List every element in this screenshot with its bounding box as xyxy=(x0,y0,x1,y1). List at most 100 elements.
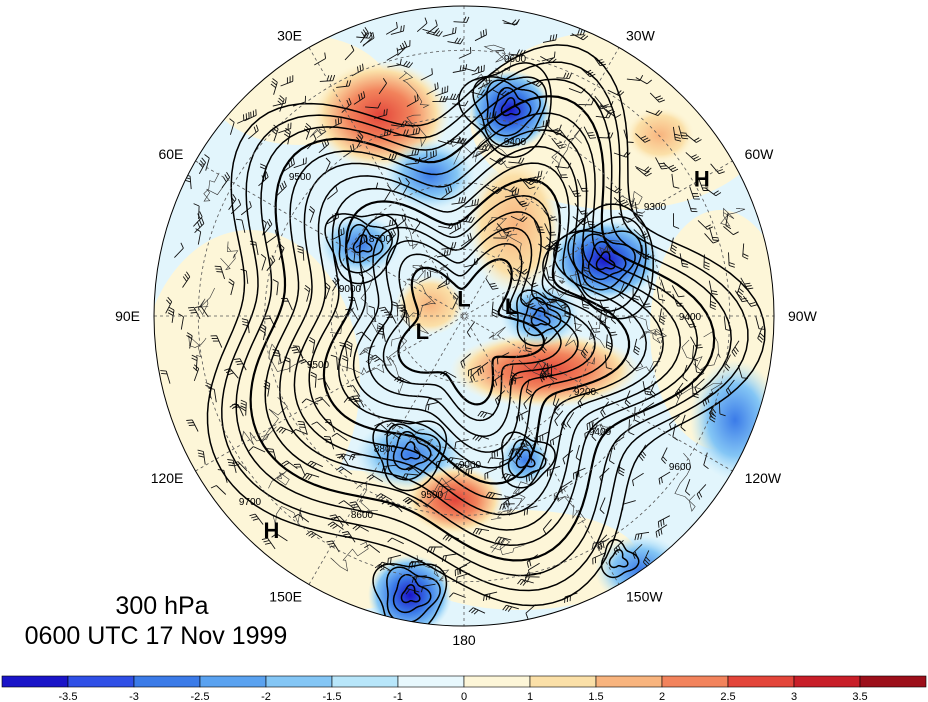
wind-barb xyxy=(587,320,601,333)
colorbar-tick-label: 2.5 xyxy=(720,691,735,702)
wind-barb xyxy=(386,228,397,245)
wind-barb xyxy=(757,326,765,343)
colorbar-tick-label: -1.5 xyxy=(323,691,342,702)
coastline xyxy=(416,555,450,582)
wind-barb xyxy=(723,226,739,236)
wind-barb xyxy=(297,420,308,435)
wind-barb xyxy=(502,604,519,612)
wind-barb xyxy=(618,459,625,477)
wind-barb xyxy=(349,501,363,514)
height-contour xyxy=(600,538,640,579)
wind-barb xyxy=(709,401,717,419)
colorbar-tick-label: -3 xyxy=(129,691,139,702)
wind-barb xyxy=(523,576,540,583)
wind-barb xyxy=(424,401,440,411)
height-contour xyxy=(553,216,647,312)
wind-barb xyxy=(249,513,264,525)
wind-barb xyxy=(685,134,702,143)
wind-barb xyxy=(397,40,411,51)
wind-barb xyxy=(424,149,437,162)
height-contour xyxy=(338,216,393,274)
wind-barb xyxy=(551,138,566,149)
wind-barb xyxy=(533,219,545,233)
coastline xyxy=(309,124,327,139)
wind-barb xyxy=(672,126,682,142)
wind-barb xyxy=(422,27,440,34)
colorbar-tick-label: -2 xyxy=(261,691,271,702)
colorbar-swatch xyxy=(265,675,333,688)
coastline xyxy=(260,397,288,443)
contour-label: 9200 xyxy=(574,387,597,398)
wind-barb xyxy=(248,446,266,453)
wind-barb xyxy=(426,19,438,34)
height-contour xyxy=(392,430,432,471)
wind-barb xyxy=(485,277,499,290)
coastline xyxy=(569,270,591,287)
wind-barb xyxy=(523,393,533,410)
height-contour xyxy=(501,431,556,489)
wind-barb xyxy=(477,410,495,418)
wind-barb xyxy=(186,419,199,432)
wind-barb xyxy=(704,233,719,244)
longitude-label: 60E xyxy=(158,146,183,162)
wind-barb xyxy=(214,265,226,280)
coastline xyxy=(720,207,746,227)
wind-barb xyxy=(174,242,184,258)
wind-barb xyxy=(645,109,663,117)
wind-barb xyxy=(236,218,246,233)
wind-barb xyxy=(709,406,717,423)
height-contour xyxy=(595,251,616,271)
colorbar-swatch xyxy=(727,675,795,688)
parallel-line xyxy=(264,116,664,516)
wind-barb xyxy=(290,346,304,359)
height-contour xyxy=(221,61,749,592)
wind-barb xyxy=(512,194,527,206)
wind-barb xyxy=(556,72,573,79)
wind-barbs xyxy=(160,16,766,619)
parallel-line xyxy=(397,249,531,383)
colorbar-swatch xyxy=(397,675,465,688)
colorbar-swatch xyxy=(793,675,861,688)
wind-barb xyxy=(702,392,714,407)
wind-barb xyxy=(365,102,382,109)
wind-barb xyxy=(356,32,373,39)
coastline xyxy=(188,335,207,358)
height-contour xyxy=(249,95,716,562)
contour-label: 9000 xyxy=(459,460,482,471)
contour-label: 9500 xyxy=(307,360,330,371)
wind-barb xyxy=(487,457,504,464)
wind-barb xyxy=(333,515,349,526)
wind-barb xyxy=(520,434,531,450)
wind-barb xyxy=(571,33,589,41)
wind-barb xyxy=(539,367,550,383)
wind-barb xyxy=(657,515,671,528)
wind-barb xyxy=(508,376,524,386)
wind-barb xyxy=(210,335,223,348)
wind-barb xyxy=(270,78,278,95)
wind-barb xyxy=(725,212,732,230)
wind-barb xyxy=(451,196,467,205)
coastline xyxy=(404,114,428,148)
wind-barb xyxy=(448,592,466,598)
wind-barb xyxy=(523,277,539,288)
longitude-label: 150E xyxy=(269,589,302,605)
wind-barb xyxy=(573,467,586,480)
wind-barb xyxy=(305,530,323,539)
wind-barb xyxy=(491,301,499,318)
wind-barb xyxy=(263,218,273,235)
wind-barb xyxy=(347,385,361,397)
wind-barb xyxy=(458,216,475,223)
wind-barb xyxy=(302,472,320,480)
wind-barb xyxy=(198,157,206,175)
wind-barb xyxy=(384,311,397,324)
wind-barb xyxy=(326,540,340,553)
wind-barb xyxy=(454,564,468,577)
wind-barb xyxy=(510,215,528,223)
wind-barb xyxy=(165,296,173,314)
wind-barb xyxy=(494,536,512,544)
wind-barb xyxy=(536,431,550,444)
wind-barb xyxy=(405,127,421,137)
wind-barb xyxy=(260,253,267,271)
coastline xyxy=(400,301,432,334)
